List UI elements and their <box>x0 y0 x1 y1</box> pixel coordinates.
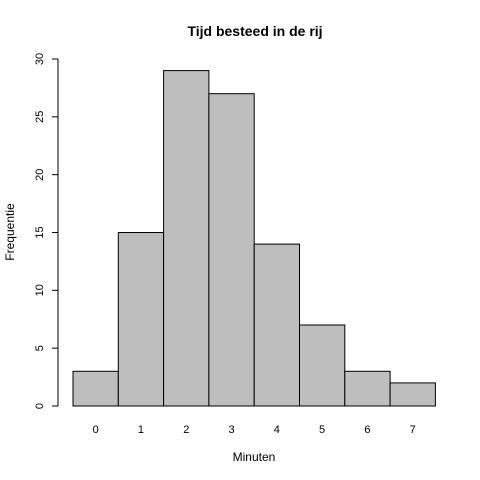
x-tick-label: 2 <box>183 424 189 436</box>
y-tick-label: 25 <box>34 111 46 123</box>
x-tick-label: 7 <box>410 424 416 436</box>
x-tick-label: 1 <box>138 424 144 436</box>
x-tick-label: 4 <box>274 424 280 436</box>
y-tick-label: 30 <box>34 53 46 65</box>
bar-0 <box>72 370 119 407</box>
bar-1 <box>117 232 165 407</box>
y-axis: 0 5 10 15 20 25 30 <box>34 53 59 409</box>
x-tick-labels: 0 1 2 3 4 5 6 7 <box>93 424 416 436</box>
y-tick-label: 10 <box>34 284 46 296</box>
x-tick-label: 3 <box>228 424 234 436</box>
y-tick-label: 20 <box>34 169 46 181</box>
bars-group <box>72 70 436 407</box>
bar-3 <box>208 93 255 407</box>
bar-4 <box>253 243 300 407</box>
bar-7 <box>389 382 436 407</box>
y-tick-label: 5 <box>34 345 46 351</box>
y-tick-label: 15 <box>34 226 46 238</box>
x-tick-label: 5 <box>319 424 325 436</box>
x-tick-label: 0 <box>93 424 99 436</box>
y-tick-label: 0 <box>34 403 46 409</box>
chart-title: Tijd besteed in de rij <box>187 23 322 39</box>
bar-6 <box>344 370 391 407</box>
bar-2 <box>163 70 210 407</box>
x-tick-label: 6 <box>364 424 370 436</box>
y-axis-label: Frequentie <box>3 203 17 261</box>
bar-5 <box>299 324 346 407</box>
x-axis-label: Minuten <box>233 450 276 464</box>
